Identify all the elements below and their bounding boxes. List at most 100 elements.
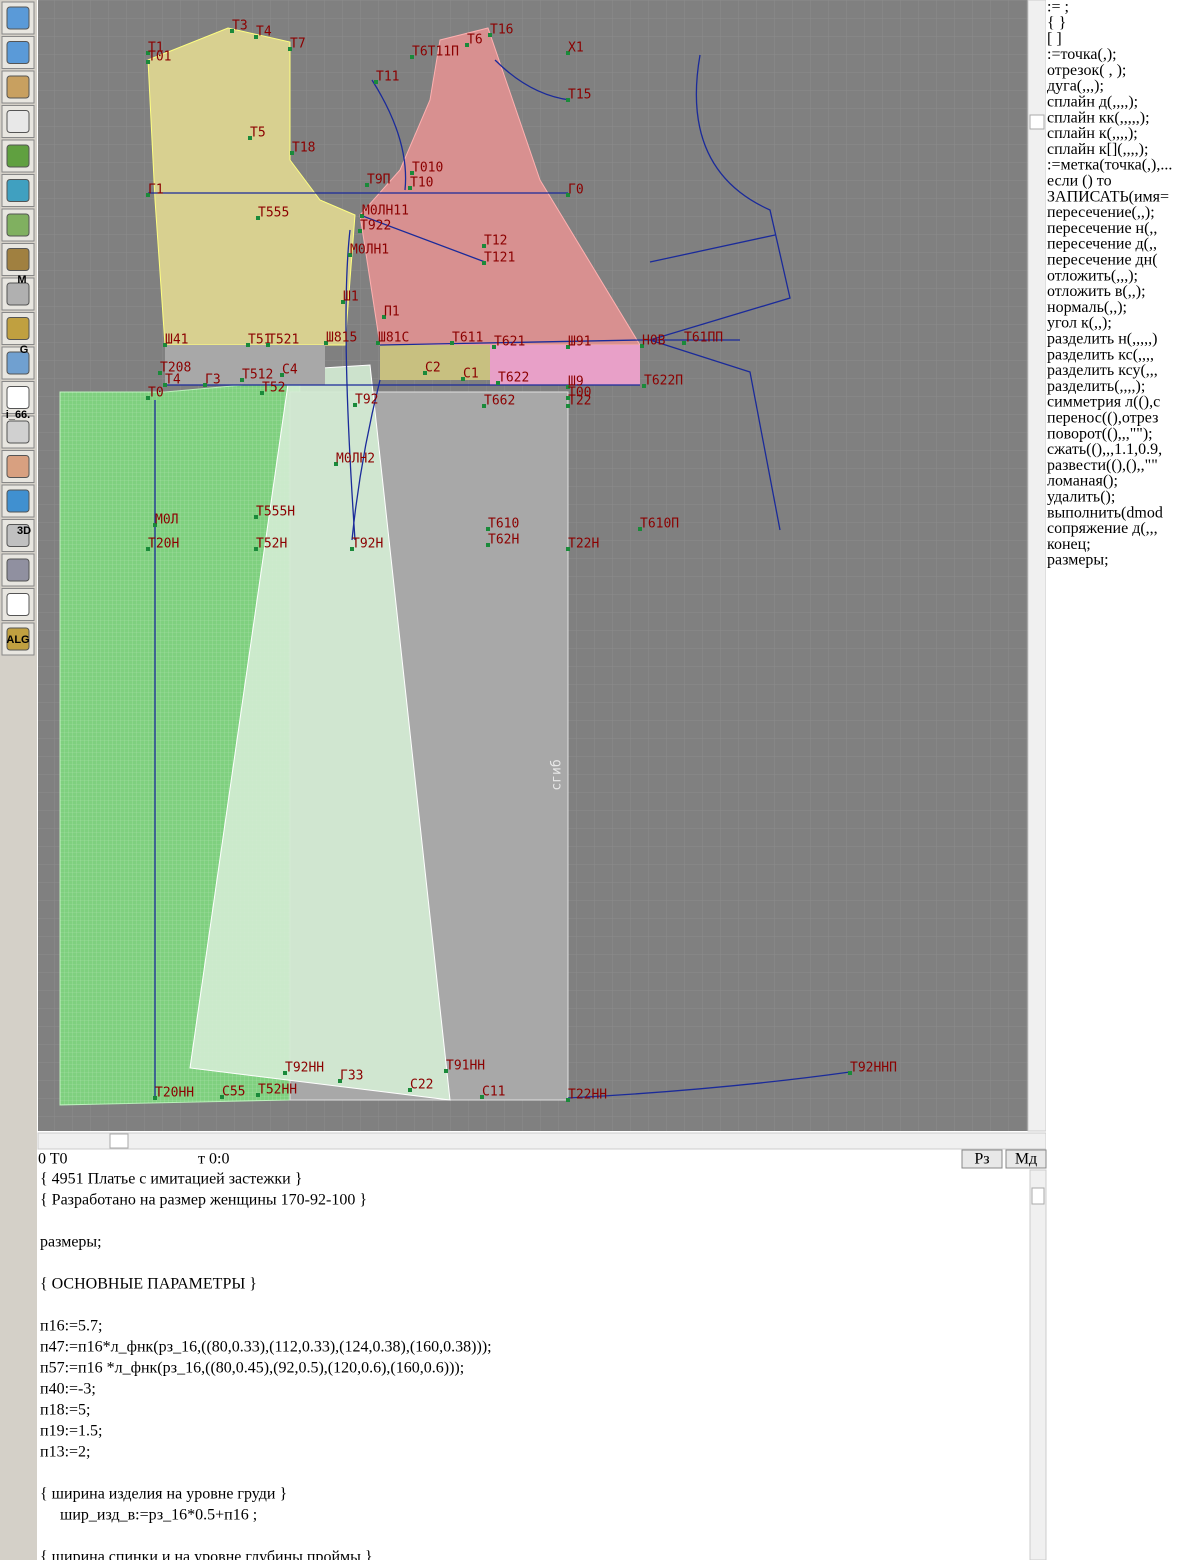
- command-item[interactable]: пересечение д(,,: [1047, 236, 1157, 253]
- point-marker: [288, 47, 292, 51]
- tool-icon[interactable]: [6, 489, 30, 513]
- button-rz-label[interactable]: Рз: [974, 1151, 989, 1168]
- point-marker: [254, 35, 258, 39]
- point-marker: [408, 1088, 412, 1092]
- tool-icon[interactable]: [6, 386, 30, 409]
- tool-icon[interactable]: [6, 6, 30, 30]
- point-marker: [566, 51, 570, 55]
- button-rz[interactable]: [961, 1149, 1003, 1169]
- command-item[interactable]: развести((),(),,"": [1047, 457, 1158, 474]
- command-item[interactable]: угол к(,,);: [1047, 315, 1112, 332]
- code-line: { 4951 Платье с имитацией застежки }: [40, 1171, 302, 1188]
- code-line: { ширина спинки и на уровне глубины прой…: [40, 1549, 373, 1560]
- command-item[interactable]: сплайн к(,,,,);: [1047, 125, 1138, 142]
- command-item[interactable]: :=метка(точка(,),...: [1047, 157, 1172, 174]
- point-label: C1: [463, 367, 479, 382]
- line: [649, 234, 776, 263]
- point-label: T610: [488, 517, 519, 532]
- point-marker: [246, 343, 250, 347]
- editor-scroll-thumb[interactable]: [1031, 1187, 1045, 1205]
- command-item[interactable]: перенос((),отрез: [1047, 409, 1158, 426]
- tool-icon[interactable]: [6, 455, 30, 478]
- command-item[interactable]: разделить ксу(,,,: [1047, 362, 1158, 379]
- tool-label[interactable]: ALG: [6, 634, 29, 646]
- command-item[interactable]: дуга(,,,);: [1047, 78, 1104, 95]
- tool-icon[interactable]: [6, 282, 30, 306]
- command-item[interactable]: отрезок( , );: [1047, 62, 1126, 79]
- fold-label: сгиб: [550, 759, 565, 790]
- command-item[interactable]: := ;: [1047, 0, 1069, 16]
- tool-icon[interactable]: [6, 420, 30, 444]
- command-item[interactable]: сопряжение д(,,,: [1047, 520, 1158, 537]
- code-line: размеры;: [40, 1234, 102, 1251]
- tool-icon[interactable]: [6, 524, 30, 547]
- point-label: T51: [248, 333, 271, 348]
- point-marker: [482, 261, 486, 265]
- command-item[interactable]: пересечение(,,);: [1047, 204, 1155, 221]
- command-item[interactable]: размеры;: [1047, 552, 1109, 569]
- point-marker: [348, 253, 352, 257]
- code-line: п19:=1.5;: [40, 1423, 102, 1440]
- command-item[interactable]: [ ]: [1047, 30, 1062, 47]
- command-item[interactable]: поворот((),,,"");: [1047, 425, 1153, 442]
- point-label: Ш41: [165, 333, 188, 348]
- command-item[interactable]: разделить н(,,,,,): [1047, 330, 1157, 347]
- command-item[interactable]: нормаль(,,);: [1047, 299, 1127, 316]
- command-item[interactable]: сплайн д(,,,,);: [1047, 93, 1138, 110]
- tool-label[interactable]: M: [17, 274, 26, 286]
- command-item[interactable]: сжать((),,,1.1,0.9,: [1047, 441, 1162, 458]
- command-item[interactable]: если () то: [1047, 172, 1112, 189]
- piece-panel: [189, 364, 451, 1101]
- button-md-label[interactable]: Мд: [1015, 1151, 1037, 1168]
- button-md[interactable]: [1005, 1149, 1047, 1169]
- command-item[interactable]: конец;: [1047, 536, 1091, 553]
- point-label: T662: [484, 394, 515, 409]
- tool-icon[interactable]: [6, 317, 30, 340]
- point-marker: [444, 1069, 448, 1073]
- tool-icon[interactable]: [6, 144, 30, 168]
- point-label: Ш91: [568, 335, 591, 350]
- command-item[interactable]: ЗАПИСАТЬ(имя=: [1047, 188, 1169, 205]
- command-item[interactable]: пересечение н(,,: [1047, 220, 1157, 237]
- tool-icon[interactable]: [6, 351, 30, 375]
- command-item[interactable]: разделить(,,,,);: [1047, 378, 1145, 395]
- piece-back-bodice: [147, 27, 356, 346]
- command-item[interactable]: { }: [1047, 14, 1066, 31]
- command-item[interactable]: сплайн к[](,,,,);: [1047, 141, 1148, 158]
- command-item[interactable]: удалить();: [1047, 488, 1115, 505]
- command-item[interactable]: ломаная();: [1047, 473, 1118, 490]
- tool-icon[interactable]: [6, 75, 30, 99]
- tool-icon[interactable]: [6, 179, 30, 202]
- point-label: T92HH: [285, 1061, 324, 1076]
- tool-icon[interactable]: [6, 627, 30, 651]
- tool-label[interactable]: 3D: [17, 525, 31, 537]
- command-item[interactable]: разделить кс(,,,,: [1047, 346, 1154, 363]
- v-scroll-thumb[interactable]: [1029, 114, 1045, 130]
- point-marker: [254, 547, 258, 551]
- command-item[interactable]: симметрия л((),с: [1047, 394, 1160, 411]
- tool-label[interactable]: G: [20, 344, 29, 356]
- point-label: T121: [484, 251, 515, 266]
- command-item[interactable]: выполнить(dmod: [1047, 504, 1163, 521]
- code-editor[interactable]: [38, 1170, 1028, 1560]
- tool-icon[interactable]: [6, 593, 30, 616]
- editor-scrollbar[interactable]: [1029, 1169, 1047, 1561]
- point-marker: [203, 383, 207, 387]
- command-item[interactable]: пересечение дн(: [1047, 251, 1158, 268]
- h-scroll-thumb[interactable]: [109, 1133, 129, 1149]
- point-marker: [146, 396, 150, 400]
- point-marker: [146, 51, 150, 55]
- tool-icon[interactable]: [6, 41, 30, 64]
- command-item[interactable]: отложить(,,,);: [1047, 267, 1138, 284]
- command-item[interactable]: отложить в(,,);: [1047, 283, 1146, 300]
- v-scrollbar[interactable]: [1027, 0, 1047, 1132]
- tool-icon[interactable]: [6, 248, 30, 271]
- command-item[interactable]: сплайн кк(,,,,,);: [1047, 109, 1150, 126]
- tool-icon[interactable]: [6, 558, 30, 582]
- h-scrollbar[interactable]: [37, 1132, 1047, 1150]
- tool-icon[interactable]: [6, 213, 30, 237]
- tool-label[interactable]: i_66.: [6, 409, 30, 421]
- tool-icon[interactable]: [6, 110, 30, 133]
- command-item[interactable]: :=точка(,);: [1047, 46, 1117, 63]
